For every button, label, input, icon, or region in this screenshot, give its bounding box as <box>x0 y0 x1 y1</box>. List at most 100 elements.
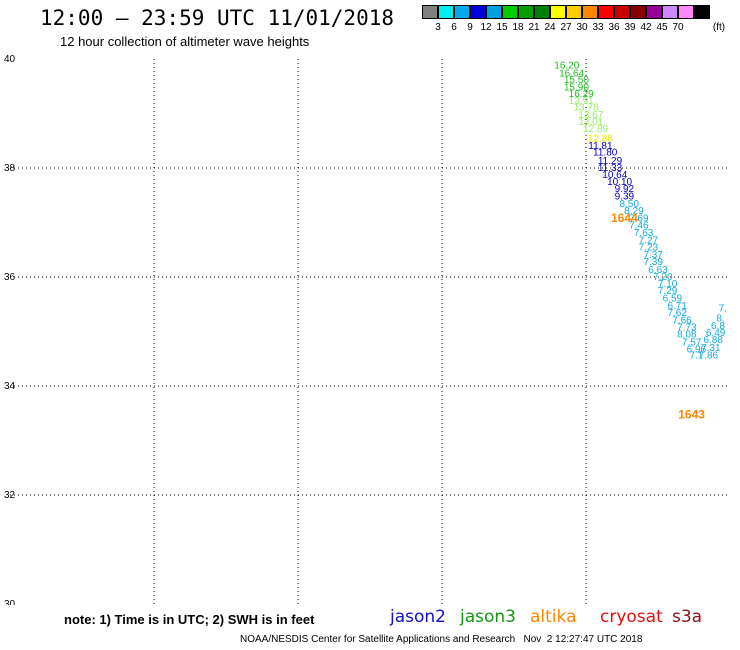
y-tick-label: 34 <box>4 381 16 392</box>
swh-data-label: 7.57 <box>682 337 702 348</box>
credit-line: NOAA/NESDIS Center for Satellite Applica… <box>240 634 643 645</box>
scale-label: 12 <box>480 22 492 33</box>
scale-swatch <box>630 5 646 19</box>
satellite-altika: altika <box>530 607 577 627</box>
scale-swatch <box>566 5 582 19</box>
scale-label: 33 <box>592 22 604 33</box>
swh-data-label: 16.64 <box>559 69 584 80</box>
satellite-cryosat: cryosat <box>600 607 663 627</box>
swh-data-label: 13.01 <box>578 117 603 128</box>
page-title: 12:00 – 23:59 UTC 11/01/2018 <box>40 6 395 30</box>
swh-data-label: 8.50 <box>619 199 639 210</box>
swh-data-label: 16.20 <box>554 60 579 71</box>
swh-data-label: 7.10 <box>658 279 678 290</box>
scale-label: 21 <box>528 22 540 33</box>
swh-data-label: 7.27 <box>639 235 659 246</box>
scale-swatch <box>598 5 614 19</box>
satellite-jason3: jason3 <box>460 607 516 627</box>
swh-data-label: 7.39 <box>643 257 663 268</box>
swh-data-label: 7.69 <box>629 214 649 225</box>
scale-label: 24 <box>544 22 556 33</box>
time-label: 1644 <box>611 211 638 225</box>
swh-data-label: 11.80 <box>593 148 618 159</box>
swh-data-label: 7.37 <box>643 250 663 261</box>
swh-data-label: 9.92 <box>615 184 635 195</box>
swh-data-label: 6.88 <box>703 335 723 346</box>
scale-label: 18 <box>512 22 524 33</box>
swh-data-label: 7.46 <box>629 221 649 232</box>
satellite-s3a: s3a <box>672 607 703 627</box>
scale-label: 30 <box>576 22 588 33</box>
swh-data-label: 13.78 <box>573 102 598 113</box>
swh-data-label: 15.90 <box>564 82 589 93</box>
scale-swatch <box>662 5 678 19</box>
scale-swatch <box>534 5 550 19</box>
swh-data-label: 7.31 <box>701 343 721 354</box>
swh-data-label: 9.39 <box>615 191 635 202</box>
y-tick-label: 36 <box>4 272 16 283</box>
swh-data-label: 11.33 <box>598 163 623 174</box>
swh-data-label: 7.62 <box>667 308 687 319</box>
satellite-jason2: jason2 <box>390 607 446 627</box>
swh-data-label: 6.71 <box>667 301 687 312</box>
time-label: 1643 <box>678 407 705 421</box>
swh-data-label: 6.96 <box>687 344 707 355</box>
scale-label: 39 <box>624 22 636 33</box>
wave-height-plot: -180-177-174-171-168-16540383634323016.2… <box>4 54 730 605</box>
swh-data-label: 13.91 <box>569 96 594 107</box>
y-tick-label: 30 <box>4 599 16 605</box>
scale-swatch <box>422 5 438 19</box>
scale-swatch <box>678 5 694 19</box>
page-subtitle: 12 hour collection of altimeter wave hei… <box>60 34 310 49</box>
scale-swatch <box>470 5 486 19</box>
scale-label: 70 <box>672 22 684 33</box>
scale-swatch <box>454 5 470 19</box>
scale-swatch <box>550 5 566 19</box>
swh-data-label: 7. <box>719 304 727 315</box>
scale-swatch <box>646 5 662 19</box>
scale-swatch <box>518 5 534 19</box>
y-tick-label: 32 <box>4 490 16 501</box>
scale-label: 36 <box>608 22 620 33</box>
scale-unit: (ft) <box>712 22 726 33</box>
scale-label: 6 <box>451 22 457 33</box>
swh-data-label: 15.50 <box>564 75 589 86</box>
swh-data-label: 6.49 <box>706 328 726 339</box>
swh-data-label: 12.89 <box>583 124 608 135</box>
y-tick-label: 40 <box>4 54 16 65</box>
scale-label: 15 <box>496 22 508 33</box>
swh-data-label: 7.86 <box>699 350 719 361</box>
swh-data-label: 7.29 <box>658 286 678 297</box>
scale-label: 3 <box>435 22 441 33</box>
scale-swatch <box>614 5 630 19</box>
swh-data-label: 11.81 <box>588 141 613 152</box>
scale-label: 42 <box>640 22 652 33</box>
scale-swatch <box>694 5 710 19</box>
swh-data-label: 16.29 <box>569 89 594 100</box>
swh-data-label: 12.88 <box>588 133 613 144</box>
swh-data-label: 7.23 <box>639 242 659 253</box>
swh-data-label: 7.73 <box>677 323 697 334</box>
swh-data-label: 8.08 <box>677 330 697 341</box>
swh-data-label: 6.63 <box>648 265 668 276</box>
swh-data-label: 7.66 <box>672 316 692 327</box>
swh-data-label: 7.63 <box>634 228 654 239</box>
swh-data-label: 13.67 <box>578 110 603 121</box>
footer-note: note: 1) Time is in UTC; 2) SWH is in fe… <box>64 612 315 627</box>
scale-label: 9 <box>467 22 473 33</box>
swh-data-label: 10.10 <box>607 177 632 188</box>
swh-data-label: 6.59 <box>663 294 683 305</box>
scale-swatch <box>502 5 518 19</box>
scale-label: 45 <box>656 22 668 33</box>
swh-data-label: 7.1 <box>689 350 703 361</box>
swh-data-label: 6.8 <box>711 321 725 332</box>
scale-swatch <box>582 5 598 19</box>
swh-data-label: 11.29 <box>598 156 623 167</box>
scale-label: 27 <box>560 22 572 33</box>
scale-swatch <box>438 5 454 19</box>
swh-data-label: 10.64 <box>602 170 627 181</box>
swh-data-label: 8.29 <box>624 206 644 217</box>
y-tick-label: 38 <box>4 163 16 174</box>
swh-data-label: 7.20 <box>653 272 673 283</box>
scale-swatch <box>486 5 502 19</box>
